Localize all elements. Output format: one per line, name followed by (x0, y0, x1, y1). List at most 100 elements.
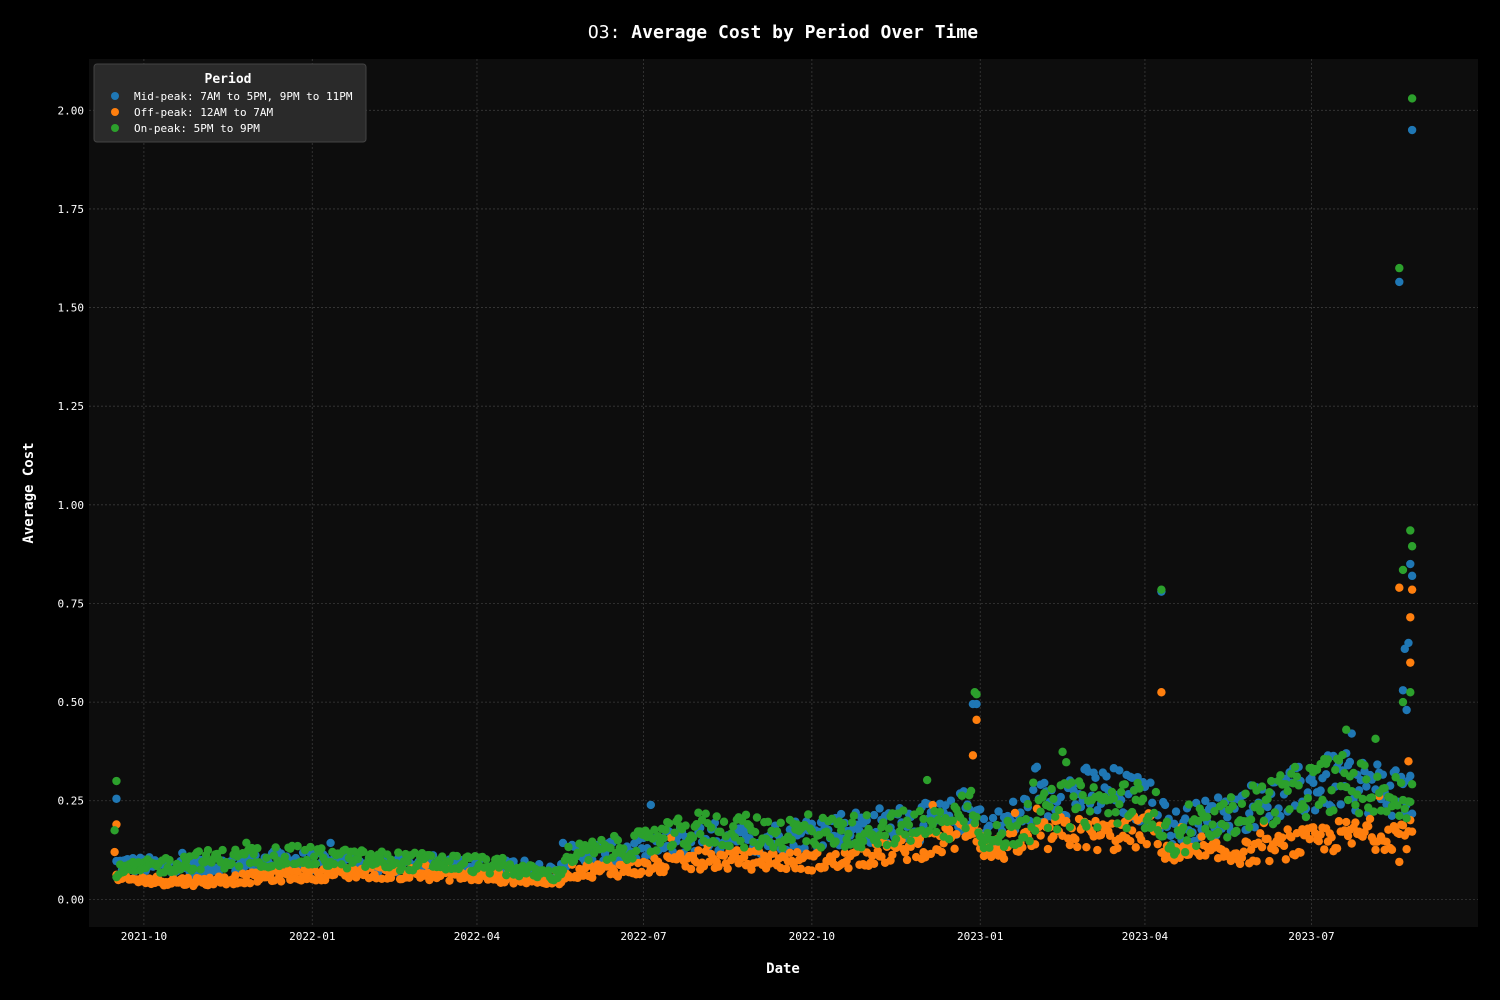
data-point (683, 842, 692, 852)
data-point (716, 827, 725, 837)
data-point (1032, 816, 1042, 825)
data-point (1362, 782, 1371, 791)
data-point (1259, 816, 1269, 826)
data-point (1040, 778, 1049, 788)
data-point (1138, 794, 1148, 804)
data-point (1281, 780, 1291, 789)
data-point (1223, 813, 1232, 822)
data-point (558, 866, 568, 875)
data-point (1254, 799, 1263, 809)
data-point (844, 863, 853, 873)
data-point (1305, 834, 1314, 844)
data-point-outlier (1406, 658, 1415, 667)
data-point (1008, 797, 1018, 806)
data-point (1382, 837, 1391, 847)
data-point (1131, 843, 1140, 852)
data-point (1226, 793, 1236, 802)
y-tick-label: 0.75 (58, 597, 85, 610)
data-point (1351, 818, 1360, 827)
data-point (836, 809, 846, 819)
legend-box (93, 63, 367, 143)
data-point (1146, 778, 1155, 787)
data-point (1149, 808, 1159, 818)
data-point (1400, 804, 1410, 813)
data-point (1151, 787, 1161, 797)
data-point (1142, 839, 1151, 849)
data-point (1265, 856, 1274, 866)
data-point (544, 866, 553, 875)
data-point (1076, 781, 1086, 790)
data-point (725, 841, 734, 851)
data-point (1277, 833, 1287, 842)
data-point (1338, 750, 1347, 760)
data-point (1043, 823, 1053, 833)
legend: Period Mid-peak: 7AM to 5PM, 9PM to 11PM… (93, 63, 367, 143)
data-point-outlier (112, 794, 121, 803)
data-point (1402, 814, 1411, 823)
data-point (1387, 845, 1397, 854)
data-point (1395, 811, 1404, 821)
data-point (306, 842, 315, 852)
x-axis-title: Date (766, 961, 800, 977)
data-point (1197, 832, 1206, 841)
data-point (1093, 805, 1102, 815)
data-point (231, 871, 240, 880)
data-point (937, 847, 946, 857)
data-point (796, 864, 806, 874)
data-point (681, 821, 690, 830)
chart-title-main: Average Cost by Period Over Time (631, 22, 978, 43)
data-point (242, 838, 251, 848)
data-point (1334, 817, 1344, 826)
y-axis-ticks: 0.00 0.25 0.50 0.75 1.00 1.25 1.50 1.75 2.00 (58, 104, 85, 906)
data-point (891, 834, 901, 844)
data-point (1252, 857, 1261, 866)
data-point (659, 834, 668, 843)
data-point (714, 862, 723, 871)
data-point-outlier (1157, 688, 1166, 697)
data-point (1332, 844, 1342, 853)
data-point (1102, 772, 1111, 781)
data-point (481, 855, 491, 864)
data-point (1135, 784, 1144, 793)
data-point (1343, 795, 1353, 805)
data-point-outlier (1406, 559, 1415, 569)
data-point (696, 829, 705, 839)
data-point (637, 867, 646, 877)
data-point (1296, 848, 1305, 857)
data-point (1212, 838, 1221, 847)
data-point (1354, 809, 1364, 818)
data-point-outlier (1407, 585, 1417, 594)
data-point (1085, 807, 1095, 816)
data-point (750, 827, 760, 837)
data-point (1228, 801, 1237, 811)
data-point (816, 843, 826, 852)
data-point-outlier (1406, 688, 1415, 697)
data-point (1107, 787, 1117, 797)
data-point (1191, 841, 1201, 851)
legend-marker-on-peak (111, 124, 119, 132)
data-point (1116, 787, 1126, 797)
data-point (652, 846, 661, 855)
data-point (932, 827, 941, 837)
data-point (1120, 780, 1130, 789)
data-point (330, 859, 339, 869)
data-point (1407, 809, 1417, 818)
x-tick-label: 2023-07 (1288, 930, 1334, 943)
data-point (1180, 814, 1190, 823)
data-point (946, 796, 956, 805)
data-point (1082, 822, 1091, 831)
data-point (1398, 821, 1408, 830)
data-point (1406, 771, 1415, 781)
data-point-outlier (1398, 565, 1408, 575)
data-point (782, 864, 791, 874)
data-point-outlier (1407, 542, 1417, 551)
data-point (1047, 784, 1056, 794)
y-tick-label: 0.50 (58, 696, 85, 709)
data-point (1105, 831, 1115, 840)
data-point (1208, 820, 1217, 829)
data-point (165, 855, 174, 865)
data-point (769, 843, 778, 852)
data-point (1292, 772, 1302, 781)
data-point (1122, 824, 1131, 833)
data-point (1113, 819, 1122, 828)
